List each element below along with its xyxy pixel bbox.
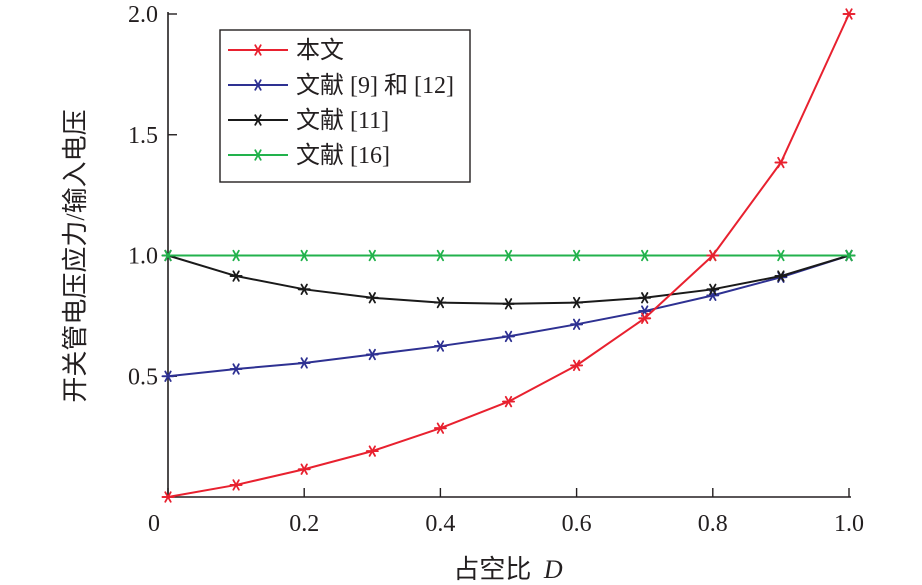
y-tick-label: 0.5 [128, 364, 158, 390]
data-point [365, 445, 379, 457]
data-point [161, 249, 175, 262]
legend-item: 文献 [9] 和 [12] [228, 72, 454, 99]
x-tick-label: 0 [148, 511, 160, 537]
data-point [638, 249, 652, 262]
legend-label: 文献 [9] 和 [12] [296, 72, 454, 99]
data-point [229, 479, 243, 491]
data-point [433, 422, 447, 434]
series-line [167, 254, 850, 378]
x-tick-label: 1.0 [834, 511, 864, 537]
legend-box [219, 29, 471, 183]
series-0 [161, 8, 856, 503]
x-axis-title-text: 占空比 [453, 555, 531, 584]
x-tick-label: 0.2 [289, 511, 319, 537]
x-tick-label: 0.8 [698, 511, 728, 537]
x-tick-label: 0.6 [562, 511, 592, 537]
data-point [570, 296, 583, 309]
data-point [570, 318, 583, 330]
data-point [251, 114, 265, 126]
x-axis-title-variable: D [543, 555, 563, 584]
data-point [161, 370, 175, 382]
data-point [229, 270, 243, 282]
series-layer [161, 8, 856, 503]
data-point [638, 312, 652, 324]
data-point [297, 357, 311, 369]
data-point [251, 79, 265, 91]
series-3 [161, 249, 856, 262]
data-point [570, 249, 583, 262]
data-point [570, 359, 583, 372]
data-point [297, 463, 311, 475]
data-point [251, 44, 265, 56]
data-point [706, 249, 720, 262]
data-point [433, 249, 447, 262]
data-point [433, 340, 447, 352]
data-point [161, 491, 175, 503]
legend-item: 文献 [11] [228, 107, 389, 134]
series-1 [161, 249, 856, 382]
y-tick-label: 1.5 [128, 123, 158, 149]
data-point [502, 249, 515, 262]
data-point [229, 363, 243, 375]
legend-item: 本文 [228, 37, 344, 64]
y-tick-label: 2.0 [128, 2, 158, 28]
x-axis-title: 占空比 D [453, 555, 563, 584]
data-point [638, 292, 652, 304]
data-point [297, 249, 311, 262]
series-line [167, 254, 850, 305]
data-point [365, 348, 379, 361]
data-point [433, 296, 447, 309]
data-point [502, 330, 515, 343]
data-point [502, 395, 515, 408]
data-point [842, 8, 856, 20]
legend-label: 文献 [16] [296, 142, 390, 169]
y-ticks: 0.5 1.0 1.5 2.0 [128, 2, 177, 390]
y-axis-title: 开关管电压应力/输入电压 [61, 109, 90, 402]
data-point [774, 249, 788, 262]
data-point [297, 283, 311, 295]
data-point [502, 298, 515, 310]
x-tick-label: 0.4 [425, 511, 455, 537]
data-point [706, 283, 720, 295]
data-point [251, 149, 265, 161]
y-tick-label: 1.0 [128, 244, 158, 270]
data-point [774, 156, 788, 169]
data-point [842, 249, 856, 262]
series-2 [161, 249, 856, 310]
legend-label: 本文 [296, 37, 344, 64]
data-point [774, 270, 788, 282]
data-point [365, 249, 379, 262]
legend-item: 文献 [16] [228, 142, 390, 169]
legend-label: 文献 [11] [296, 107, 389, 134]
x-ticks: 0 0.2 0.4 0.6 0.8 1.0 [148, 488, 864, 537]
data-point [706, 289, 720, 302]
data-point [365, 292, 379, 304]
data-point [229, 249, 243, 262]
